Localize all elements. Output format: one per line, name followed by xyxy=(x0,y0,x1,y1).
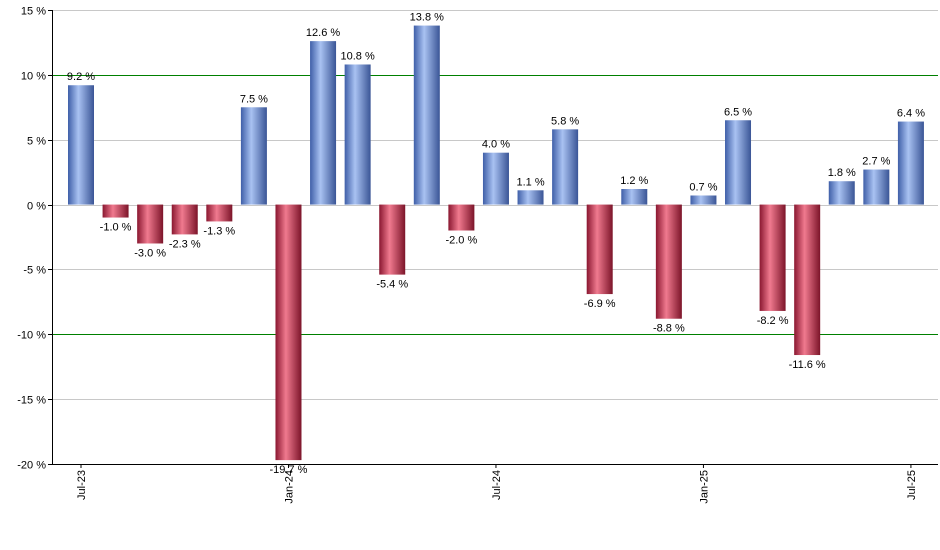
bar xyxy=(828,181,855,205)
axes xyxy=(48,10,938,468)
x-tick-label: Jul-23 xyxy=(76,470,88,500)
data-labels: 9.2 % -1.0 % -3.0 %-2.3 %-1.3 % 7.5 % -19.7 … xyxy=(67,12,925,477)
data-label: 6.5 % xyxy=(724,106,752,118)
bar xyxy=(206,204,233,222)
data-label: 1.1 % xyxy=(516,176,544,188)
y-tick-label: -20 % xyxy=(17,460,46,472)
bar xyxy=(68,85,94,205)
x-tick-label: Jul-25 xyxy=(906,470,918,500)
bar xyxy=(655,204,682,319)
data-label: 0.7 % xyxy=(689,181,717,193)
bars xyxy=(68,25,924,461)
data-label: -19.7 % xyxy=(270,464,308,476)
y-tick-label: 15 % xyxy=(21,6,46,18)
bar xyxy=(413,25,440,205)
y-tick-label: 5 % xyxy=(27,136,46,148)
bar xyxy=(102,204,129,218)
bar xyxy=(759,204,786,311)
data-label: -8.2 % xyxy=(757,315,789,327)
data-label: 1.8 % xyxy=(828,167,856,179)
bar xyxy=(310,41,337,205)
y-tick-label: -10 % xyxy=(17,330,46,342)
bar xyxy=(137,204,164,244)
bar xyxy=(171,204,198,235)
bar xyxy=(379,204,406,275)
y-tick-label: -15 % xyxy=(17,395,46,407)
data-label: -2.3 % xyxy=(169,238,201,250)
data-label: 13.8 % xyxy=(410,12,444,24)
bar xyxy=(517,190,544,205)
data-label: -5.4 % xyxy=(376,279,408,291)
data-label: 6.4 % xyxy=(897,108,925,120)
data-label: 5.8 % xyxy=(551,115,579,127)
bar xyxy=(621,189,648,205)
bar xyxy=(344,64,371,205)
data-label: -8.8 % xyxy=(653,323,685,335)
data-label: 7.5 % xyxy=(240,93,268,105)
data-label: -2.0 % xyxy=(445,235,477,247)
data-label: 4.0 % xyxy=(482,139,510,151)
data-label: 2.7 % xyxy=(862,156,890,168)
data-label: 10.8 % xyxy=(341,50,375,62)
x-axis-tick-labels: Jul-23 Jan-24 Jul-24 Jan-25 Jul-25 xyxy=(76,470,918,504)
x-tick-label: Jan-24 xyxy=(283,470,295,504)
data-label: -1.0 % xyxy=(100,222,132,234)
bar xyxy=(240,107,267,205)
bar xyxy=(552,129,579,205)
y-tick-label: 10 % xyxy=(21,71,46,83)
bar xyxy=(586,204,613,295)
data-label: -11.6 % xyxy=(789,359,826,371)
reference-lines xyxy=(52,75,938,335)
data-label: -6.9 % xyxy=(584,298,616,310)
bar xyxy=(448,204,475,231)
data-label: 12.6 % xyxy=(306,27,340,39)
y-tick-label: 0 % xyxy=(27,201,46,213)
data-label: 9.2 % xyxy=(67,71,95,83)
y-axis-tick-labels: 15 % 10 % 5 % 0 % -5 % -10 % -15 % -20 % xyxy=(17,6,46,472)
y-tick-label: -5 % xyxy=(23,265,46,277)
bar xyxy=(482,152,509,205)
data-label: -1.3 % xyxy=(203,225,235,237)
bar xyxy=(794,204,821,356)
x-tick-label: Jan-25 xyxy=(698,470,710,504)
x-tick-label: Jul-24 xyxy=(491,470,503,500)
data-label: -3.0 % xyxy=(134,247,166,259)
bar xyxy=(897,121,924,205)
bar xyxy=(725,120,752,205)
bar xyxy=(690,195,717,205)
bar xyxy=(863,169,890,205)
data-label: 1.2 % xyxy=(620,175,648,187)
bar xyxy=(275,204,302,461)
